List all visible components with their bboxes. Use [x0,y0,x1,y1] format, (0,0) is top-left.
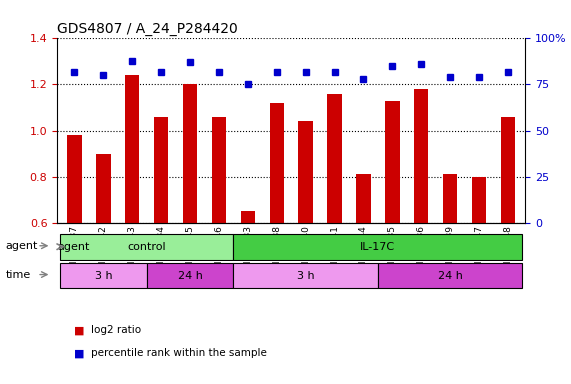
Text: percentile rank within the sample: percentile rank within the sample [91,348,267,358]
FancyBboxPatch shape [378,263,522,288]
Bar [125,75,139,223]
Bar [183,84,197,223]
Bar [240,211,255,223]
Text: agent: agent [58,242,90,252]
Text: log2 ratio: log2 ratio [91,325,142,335]
Bar [154,117,168,223]
Bar [327,94,342,223]
Bar [385,101,400,223]
Bar [67,135,82,223]
FancyBboxPatch shape [234,234,522,260]
Text: 3 h: 3 h [297,270,315,281]
Text: IL-17C: IL-17C [360,242,396,252]
Text: 24 h: 24 h [438,270,463,281]
Bar [299,121,313,223]
FancyBboxPatch shape [234,263,378,288]
Bar [472,177,486,223]
Bar [212,117,226,223]
Bar [501,117,515,223]
Bar [443,174,457,223]
Text: ■: ■ [74,348,85,358]
Text: time: time [6,270,31,280]
Text: agent: agent [6,241,38,251]
FancyBboxPatch shape [60,234,234,260]
Text: control: control [127,242,166,252]
Bar [356,174,371,223]
FancyBboxPatch shape [147,263,234,288]
Text: 24 h: 24 h [178,270,203,281]
Text: GDS4807 / A_24_P284420: GDS4807 / A_24_P284420 [57,22,238,36]
FancyBboxPatch shape [60,263,147,288]
Bar [96,154,111,223]
Bar [270,103,284,223]
Text: ■: ■ [74,325,85,335]
Bar [414,89,428,223]
Text: 3 h: 3 h [95,270,112,281]
